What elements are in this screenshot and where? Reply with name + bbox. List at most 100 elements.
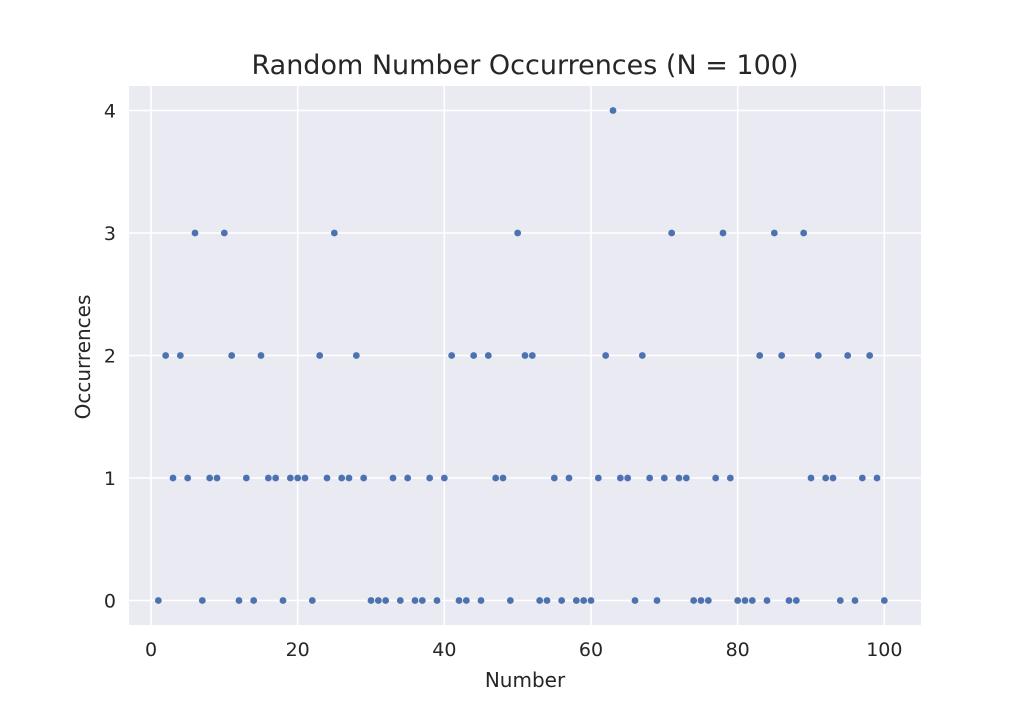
data-point [470,352,478,359]
data-point [675,474,683,482]
y-tick-label: 3 [104,223,116,245]
data-point [374,597,382,604]
data-point [726,474,734,482]
data-point [308,597,316,604]
data-point [814,352,822,359]
data-point [807,474,815,482]
data-point [580,597,588,604]
data-point [558,597,566,604]
data-point [528,352,536,359]
x-tick-label: 100 [866,639,902,661]
data-point [162,352,170,359]
data-point [550,474,558,482]
data-point [191,229,199,237]
data-point [279,597,287,604]
data-points [154,107,888,604]
y-tick-labels: 0 1 2 3 4 [104,101,116,613]
data-point [404,474,412,482]
data-point [851,597,859,604]
data-point [169,474,177,482]
data-point [330,229,338,237]
data-point [242,474,250,482]
x-tick-label: 0 [145,639,157,661]
data-point [492,474,500,482]
data-point [323,474,331,482]
data-point [646,474,654,482]
data-point [286,474,294,482]
data-point [213,474,221,482]
data-point [272,474,280,482]
data-point [770,229,778,237]
x-tick-label: 20 [286,639,310,661]
x-tick-labels: 0 20 40 60 80 100 [145,639,903,661]
data-point [250,597,258,604]
data-point [506,597,514,604]
data-point [653,597,661,604]
data-point [748,597,756,604]
data-point [352,352,360,359]
data-point [426,474,434,482]
data-point [228,352,236,359]
data-point [792,597,800,604]
data-point [565,474,573,482]
data-point [719,229,727,237]
data-point [198,597,206,604]
data-point [638,352,646,359]
data-point [360,474,368,482]
data-point [602,352,610,359]
data-point [536,597,544,604]
data-point [294,474,302,482]
data-point [836,597,844,604]
y-tick-label: 4 [104,101,116,123]
x-tick-label: 80 [726,639,750,661]
data-point [822,474,830,482]
data-point [697,597,705,604]
data-point [756,352,764,359]
data-point [257,352,265,359]
data-point [396,597,404,604]
data-point [455,597,463,604]
data-point [301,474,309,482]
data-point [448,352,456,359]
data-point [235,597,243,604]
data-point [844,352,852,359]
chart-title: Random Number Occurrences (N = 100) [251,50,798,81]
data-point [858,474,866,482]
data-point [778,352,786,359]
data-point [462,597,470,604]
data-point [866,352,874,359]
data-point [704,597,712,604]
data-point [499,474,507,482]
data-point [514,229,522,237]
data-point [763,597,771,604]
data-point [631,597,639,604]
data-point [389,474,397,482]
data-point [264,474,272,482]
data-point [829,474,837,482]
data-point [624,474,632,482]
x-tick-label: 60 [579,639,603,661]
data-point [668,229,676,237]
data-point [800,229,808,237]
data-point [594,474,602,482]
data-point [682,474,690,482]
data-point [184,474,192,482]
data-point [220,229,228,237]
data-point [154,597,162,604]
data-point [572,597,580,604]
data-point [880,597,888,604]
data-point [543,597,551,604]
data-point [440,474,448,482]
x-axis-label: Number [485,668,566,692]
data-point [873,474,881,482]
data-point [206,474,214,482]
data-point [484,352,492,359]
y-axis-label: Occurrences [71,295,95,420]
data-point [345,474,353,482]
y-tick-label: 2 [104,346,116,368]
data-point [521,352,529,359]
data-point [616,474,624,482]
data-point [734,597,742,604]
data-point [609,107,617,114]
